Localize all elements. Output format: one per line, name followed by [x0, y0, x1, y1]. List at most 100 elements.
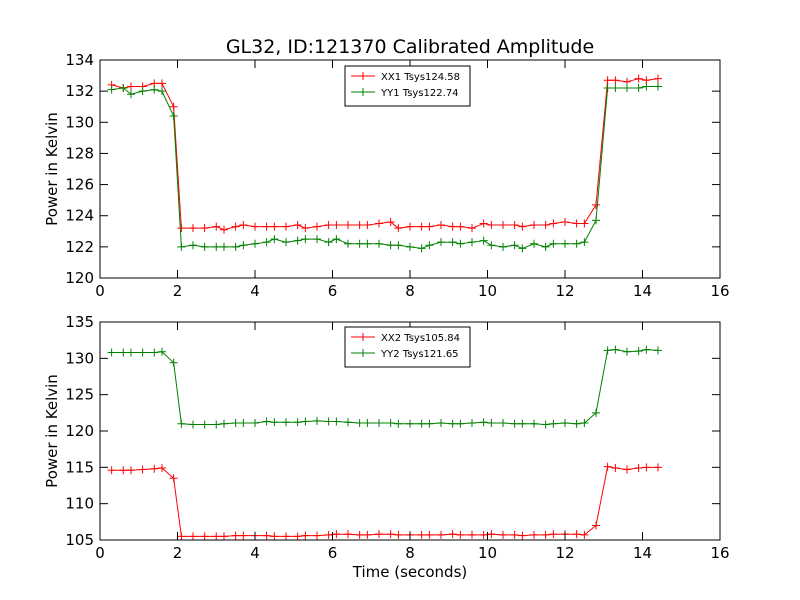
- data-point: [406, 419, 414, 428]
- data-point: [541, 420, 550, 429]
- data-point: [231, 531, 240, 540]
- data-point: [355, 239, 364, 248]
- data-point: [611, 345, 620, 354]
- data-point: [177, 224, 186, 233]
- data-point: [127, 90, 135, 99]
- series-2: [107, 345, 662, 429]
- data-point: [394, 241, 403, 250]
- data-point: [425, 530, 434, 539]
- data-point: [355, 419, 364, 428]
- data-point: [138, 348, 147, 357]
- x-tick-label: 10: [478, 544, 497, 562]
- data-point: [231, 242, 240, 251]
- x-tick-label: 16: [710, 544, 729, 562]
- data-point: [456, 419, 465, 428]
- data-point: [119, 466, 128, 475]
- y-tick-label: 110: [65, 495, 94, 513]
- data-point: [541, 530, 550, 539]
- data-point: [107, 348, 116, 357]
- y-tick-label: 120: [65, 422, 94, 440]
- y-tick-label: 125: [65, 386, 94, 404]
- x-tick-label: 2: [173, 544, 183, 562]
- data-point: [561, 239, 569, 248]
- data-point: [603, 84, 612, 93]
- data-point: [487, 221, 496, 230]
- data-point: [282, 222, 290, 231]
- data-point: [270, 235, 279, 244]
- y-tick-label: 115: [65, 458, 94, 476]
- data-point: [313, 222, 321, 231]
- data-point: [293, 236, 302, 245]
- data-point: [200, 420, 209, 429]
- data-point: [270, 418, 279, 427]
- data-point: [530, 221, 538, 230]
- legend-box: [344, 326, 471, 368]
- data-point: [479, 418, 488, 427]
- data-point: [363, 419, 372, 428]
- data-point: [332, 221, 341, 230]
- series-1: [107, 462, 662, 541]
- y-tick-label: 135: [65, 313, 94, 331]
- data-point: [262, 417, 271, 426]
- data-point: [189, 224, 197, 233]
- data-point: [510, 530, 519, 539]
- data-point: [487, 241, 496, 250]
- data-point: [592, 216, 600, 225]
- data-point: [251, 239, 259, 248]
- data-point: [417, 222, 426, 231]
- data-point: [425, 222, 434, 231]
- data-point: [293, 221, 302, 230]
- data-point: [231, 419, 240, 428]
- data-point: [158, 79, 166, 88]
- y-tick-label: 105: [65, 531, 94, 549]
- data-point: [634, 464, 643, 473]
- data-point: [479, 219, 488, 228]
- data-point: [499, 221, 507, 230]
- x-tick-label: 12: [555, 282, 574, 300]
- data-point: [580, 419, 589, 428]
- data-point: [394, 419, 403, 428]
- data-point: [212, 420, 221, 429]
- data-point: [425, 241, 434, 250]
- data-point: [499, 242, 507, 251]
- x-tick-label: 0: [95, 282, 105, 300]
- data-point: [572, 219, 581, 228]
- data-point: [572, 419, 581, 428]
- data-point: [479, 530, 488, 539]
- x-tick-label: 4: [250, 282, 260, 300]
- y-tick-label: 130: [65, 349, 94, 367]
- y-tick-label: 128: [65, 144, 94, 162]
- data-point: [510, 221, 519, 230]
- data-point: [406, 222, 414, 231]
- data-point: [603, 346, 612, 355]
- data-point: [448, 222, 457, 231]
- data-point: [301, 531, 310, 540]
- data-point: [448, 530, 457, 539]
- data-point: [375, 419, 383, 428]
- data-point: [468, 530, 476, 539]
- data-point: [561, 419, 569, 428]
- legend-label: XX1 Tsys124.58: [381, 72, 460, 83]
- data-point: [479, 236, 488, 245]
- data-point: [177, 242, 186, 251]
- data-point: [468, 419, 476, 428]
- x-tick-label: 6: [328, 544, 338, 562]
- data-point: [518, 244, 527, 253]
- data-point: [262, 531, 271, 540]
- data-point: [592, 200, 600, 209]
- data-point: [448, 419, 457, 428]
- x-tick-label: 8: [405, 282, 415, 300]
- x-tick-label: 16: [710, 282, 729, 300]
- data-point: [158, 347, 166, 356]
- data-point: [212, 532, 221, 541]
- data-point: [561, 217, 569, 226]
- data-point: [138, 465, 147, 474]
- data-point: [394, 530, 403, 539]
- data-point: [468, 238, 476, 247]
- data-point: [282, 418, 290, 427]
- x-tick-label: 4: [250, 544, 260, 562]
- data-point: [530, 239, 538, 248]
- data-point: [324, 221, 333, 230]
- x-tick-label: 0: [95, 544, 105, 562]
- data-point: [654, 463, 662, 472]
